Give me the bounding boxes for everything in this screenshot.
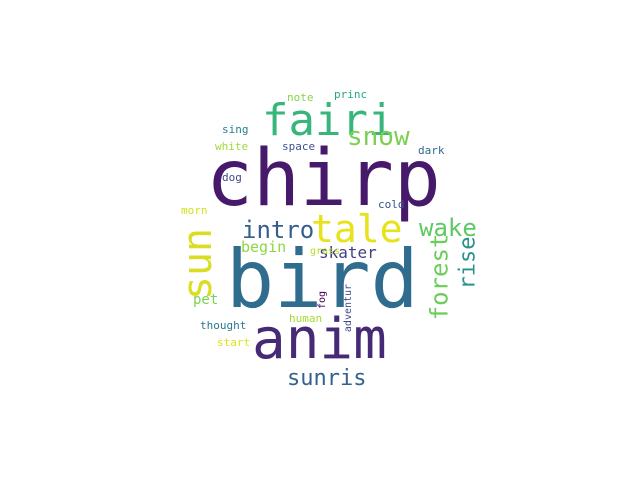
word-forest: forest bbox=[425, 233, 454, 321]
word-sing: sing bbox=[222, 123, 249, 136]
word-chirp: chirp bbox=[206, 134, 441, 224]
word-wake: wake bbox=[419, 214, 477, 242]
word-rise: rise bbox=[455, 236, 481, 290]
word-pet: pet bbox=[193, 292, 219, 308]
word-note: note bbox=[287, 91, 314, 104]
word-anim: anim bbox=[252, 307, 387, 372]
word-sunris: sunris bbox=[287, 366, 367, 391]
word-dark: dark bbox=[418, 144, 445, 157]
word-begin: begin bbox=[241, 238, 287, 256]
word-white: white bbox=[215, 140, 249, 153]
word-start: start bbox=[217, 336, 251, 349]
word-adventur: adventur bbox=[343, 283, 355, 333]
word-dog: dog bbox=[222, 171, 242, 184]
word-bird: bird bbox=[226, 233, 419, 326]
word-cold: cold bbox=[378, 198, 405, 211]
word-human: human bbox=[289, 312, 323, 325]
word-sun: sun bbox=[175, 227, 222, 301]
word-princ: princ bbox=[334, 88, 368, 101]
word-fairi: fairi bbox=[262, 95, 395, 146]
word-skater: skater bbox=[319, 243, 377, 262]
word-intro: intro bbox=[242, 216, 315, 244]
word-morn: morn bbox=[181, 204, 208, 217]
word-grass: grass bbox=[310, 246, 341, 257]
word-fog: fog bbox=[317, 290, 329, 310]
word-tale: tale bbox=[311, 207, 403, 251]
word-space: space bbox=[282, 140, 316, 153]
word-snow: snow bbox=[347, 122, 410, 152]
word-thought: thought bbox=[200, 319, 247, 332]
